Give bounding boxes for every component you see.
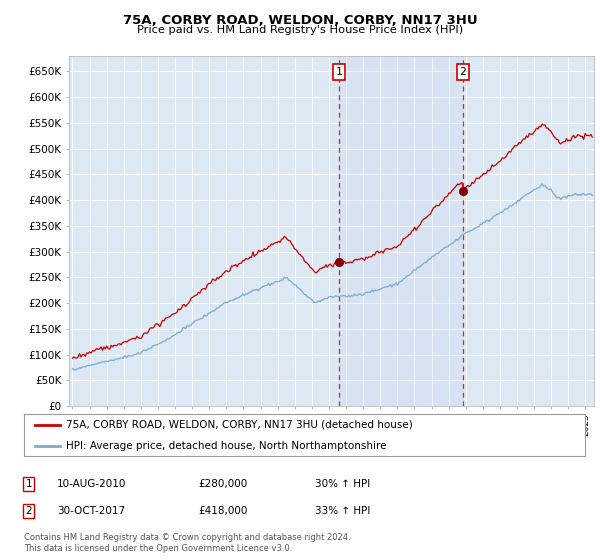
Text: Contains HM Land Registry data © Crown copyright and database right 2024.
This d: Contains HM Land Registry data © Crown c… (24, 533, 350, 553)
Bar (339, 56, 463, 406)
Text: 75A, CORBY ROAD, WELDON, CORBY, NN17 3HU: 75A, CORBY ROAD, WELDON, CORBY, NN17 3HU (122, 14, 478, 27)
Text: £280,000: £280,000 (198, 479, 247, 489)
Text: 30% ↑ HPI: 30% ↑ HPI (315, 479, 370, 489)
Text: £418,000: £418,000 (198, 506, 247, 516)
Text: 1: 1 (25, 479, 32, 489)
Text: HPI: Average price, detached house, North Northamptonshire: HPI: Average price, detached house, Nort… (66, 441, 386, 451)
Text: 10-AUG-2010: 10-AUG-2010 (57, 479, 127, 489)
Text: 75A, CORBY ROAD, WELDON, CORBY, NN17 3HU (detached house): 75A, CORBY ROAD, WELDON, CORBY, NN17 3HU… (66, 420, 413, 430)
Text: 30-OCT-2017: 30-OCT-2017 (57, 506, 125, 516)
Text: Price paid vs. HM Land Registry's House Price Index (HPI): Price paid vs. HM Land Registry's House … (137, 25, 463, 35)
Text: 2: 2 (460, 67, 466, 77)
Text: 1: 1 (336, 67, 343, 77)
Text: 33% ↑ HPI: 33% ↑ HPI (315, 506, 370, 516)
Text: 2: 2 (25, 506, 32, 516)
